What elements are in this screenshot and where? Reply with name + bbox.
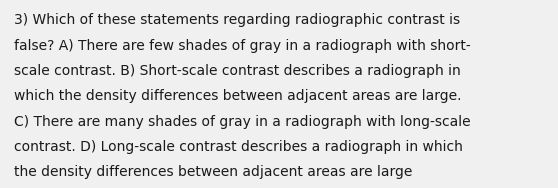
Text: contrast. D) Long-scale contrast describes a radiograph in which: contrast. D) Long-scale contrast describ… — [14, 140, 463, 154]
Text: 3) Which of these statements regarding radiographic contrast is: 3) Which of these statements regarding r… — [14, 13, 460, 27]
Text: false? A) There are few shades of gray in a radiograph with short-: false? A) There are few shades of gray i… — [14, 39, 471, 52]
Text: which the density differences between adjacent areas are large.: which the density differences between ad… — [14, 89, 461, 103]
Text: the density differences between adjacent areas are large: the density differences between adjacent… — [14, 165, 412, 179]
Text: scale contrast. B) Short-scale contrast describes a radiograph in: scale contrast. B) Short-scale contrast … — [14, 64, 461, 78]
Text: C) There are many shades of gray in a radiograph with long-scale: C) There are many shades of gray in a ra… — [14, 115, 470, 129]
